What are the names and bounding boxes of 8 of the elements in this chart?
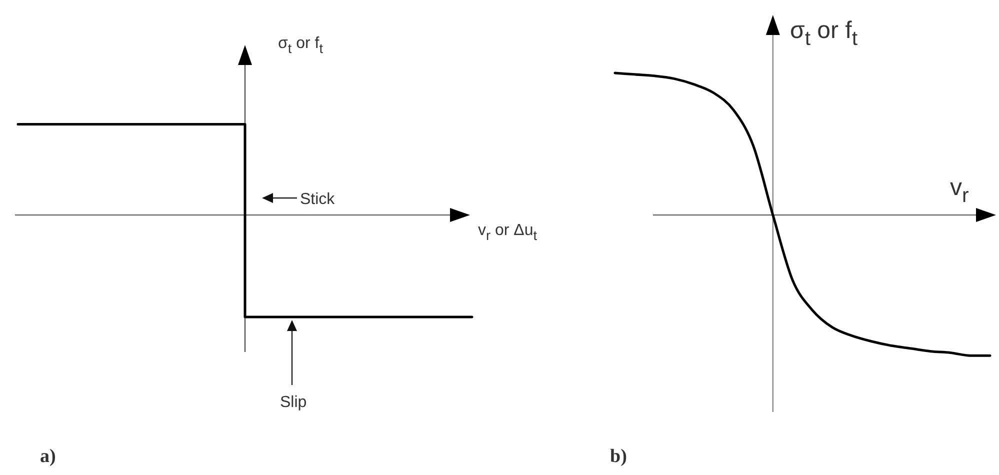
annotation: Stick — [300, 191, 336, 208]
text: b) — [610, 446, 627, 467]
text: a) — [40, 446, 56, 467]
x-axis-title: v$_{r}$ — [950, 174, 969, 207]
text: Slip — [280, 394, 307, 411]
y-axis-title: σ$_{t}$ or f$_{t}$ — [278, 35, 324, 56]
y-axis-title: σ$_{t}$ or f$_{t}$ — [790, 17, 858, 50]
x-axis-title: v$_{r}$ or Δu$_{t}$ — [478, 222, 538, 243]
